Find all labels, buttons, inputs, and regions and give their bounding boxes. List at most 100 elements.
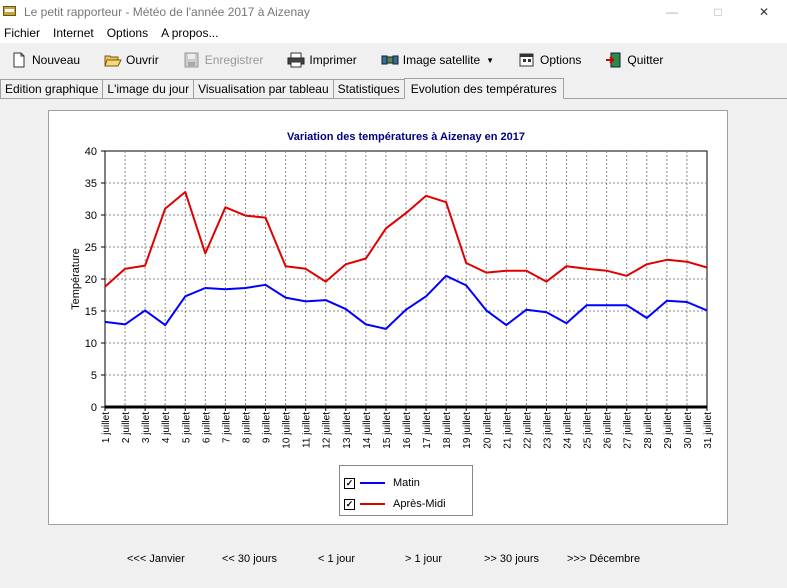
x-tick-label: 1 juillet [101,412,112,443]
menu-fichier[interactable]: Fichier [4,26,41,40]
legend-checkbox-apres-midi[interactable]: ✓ [344,498,355,510]
legend-label-matin: Matin [393,477,420,489]
legend-item-matin: ✓ Matin [344,475,420,491]
x-tick-label: 9 juillet [262,412,273,443]
x-tick-label: 13 juillet [342,412,353,449]
series-line-matin [104,274,708,330]
legend-checkbox-matin[interactable]: ✓ [344,477,355,489]
legend-line-matin [360,482,385,484]
nouveau-button[interactable]: Nouveau [10,52,80,68]
x-tick-label: 14 juillet [362,412,373,449]
legend-label-apres-midi: Après-Midi [393,498,446,510]
x-tick-label: 2 juillet [121,412,132,443]
x-tick-label: 15 juillet [382,412,393,449]
x-tick-label: 27 juillet [623,412,634,449]
x-tick-label: 7 juillet [221,412,232,443]
title-bar: Le petit rapporteur - Météo de l'année 2… [0,0,787,23]
legend-line-apres-midi [360,503,385,505]
imprimer-label: Imprimer [309,53,357,67]
chart-legend: ✓ Matin ✓ Après-Midi [339,465,473,516]
x-tick-label: 12 juillet [322,412,333,449]
y-tick-label: 40 [85,146,97,158]
app-icon [2,4,18,20]
maximize-button[interactable]: □ [714,4,722,19]
temperature-chart: Variation des températures à Aizenay en … [70,131,714,449]
navigation-bar: <<< Janvier << 30 jours < 1 jour > 1 jou… [0,553,787,571]
y-tick-label: 20 [85,274,97,286]
x-tick-label: 30 juillet [683,412,694,449]
tab-statistiques[interactable]: Statistiques [332,79,405,98]
printer-icon [287,52,305,68]
y-tick-label: 35 [85,178,97,190]
y-axis-label: Température [70,248,82,310]
new-document-icon [10,52,28,68]
image-satellite-button[interactable]: Image satellite ▼ [381,52,494,68]
nav-forward-30-days-button[interactable]: >> 30 jours [484,553,540,565]
toolbar: Nouveau Ouvrir Enregistrer Imprimer Imag… [0,46,787,74]
menu-options[interactable]: Options [106,26,149,40]
nouveau-label: Nouveau [32,53,81,67]
dropdown-arrow-icon[interactable]: ▼ [486,55,495,65]
y-tick-label: 5 [91,370,97,382]
ouvrir-button[interactable]: Ouvrir [104,52,159,68]
x-tick-label: 11 juillet [302,412,313,448]
chart-title: Variation des températures à Aizenay en … [287,131,525,143]
x-tick-label: 4 juillet [161,412,172,443]
tab-visualisation-tableau[interactable]: Visualisation par tableau [193,79,334,98]
open-folder-icon [104,52,122,68]
x-tick-label: 19 juillet [462,412,473,449]
legend-item-apres-midi: ✓ Après-Midi [344,496,446,512]
options-window-icon [518,52,536,68]
save-disk-icon [183,52,201,68]
x-tick-label: 17 juillet [422,412,433,449]
x-tick-label: 21 juillet [502,412,513,449]
nav-forward-1-day-button[interactable]: > 1 jour [405,553,442,565]
x-tick-label: 24 juillet [563,412,574,449]
menu-apropos[interactable]: A propos... [161,26,219,40]
enregistrer-button[interactable]: Enregistrer [183,52,264,68]
x-tick-label: 29 juillet [663,412,674,449]
nav-decembre-button[interactable]: >>> Décembre [567,553,641,565]
chart-panel: Variation des températures à Aizenay en … [48,110,728,525]
y-tick-label: 10 [85,338,97,350]
ouvrir-label: Ouvrir [126,53,159,67]
x-tick-label: 3 juillet [141,412,152,443]
x-tick-label: 23 juillet [542,412,553,449]
quitter-label: Quitter [627,53,664,67]
x-tick-label: 8 juillet [241,412,252,443]
y-tick-label: 25 [85,242,97,254]
x-tick-label: 18 juillet [442,412,453,449]
tab-image-du-jour[interactable]: L'image du jour [102,79,195,98]
tab-strip: Edition graphique L'image du jour Visual… [0,78,787,99]
menu-internet[interactable]: Internet [53,26,94,40]
x-tick-label: 20 juillet [482,412,493,449]
x-tick-label: 25 juillet [583,412,594,449]
nav-back-30-days-button[interactable]: << 30 jours [222,553,278,565]
minimize-button[interactable]: — [666,4,678,19]
imprimer-button[interactable]: Imprimer [287,52,357,68]
x-tick-label: 22 juillet [522,412,533,449]
menu-bar: Fichier Internet Options A propos... [0,23,787,43]
series-line-apres-midi [104,191,708,288]
window-title: Le petit rapporteur - Météo de l'année 2… [24,4,310,19]
close-button[interactable]: ✕ [758,4,770,19]
options-button[interactable]: Options [518,52,581,68]
x-tick-label: 31 juillet [703,412,714,449]
quitter-button[interactable]: Quitter [605,52,663,68]
options-label: Options [540,53,582,67]
enregistrer-label: Enregistrer [204,53,264,67]
nav-janvier-button[interactable]: <<< Janvier [127,553,185,565]
x-tick-label: 5 juillet [181,412,192,443]
window-controls: — □ ✕ [649,0,787,23]
y-tick-label: 15 [85,306,97,318]
y-tick-label: 30 [85,210,97,222]
satellite-icon [381,52,399,68]
x-tick-label: 16 juillet [402,412,413,449]
x-tick-label: 26 juillet [603,412,614,449]
x-tick-label: 28 juillet [643,412,654,449]
tab-edition-graphique[interactable]: Edition graphique [0,79,104,98]
tab-evolution-temperatures[interactable]: Evolution des températures [403,78,564,99]
x-tick-label: 10 juillet [282,412,293,449]
nav-back-1-day-button[interactable]: < 1 jour [318,553,355,565]
exit-door-icon [605,52,623,68]
